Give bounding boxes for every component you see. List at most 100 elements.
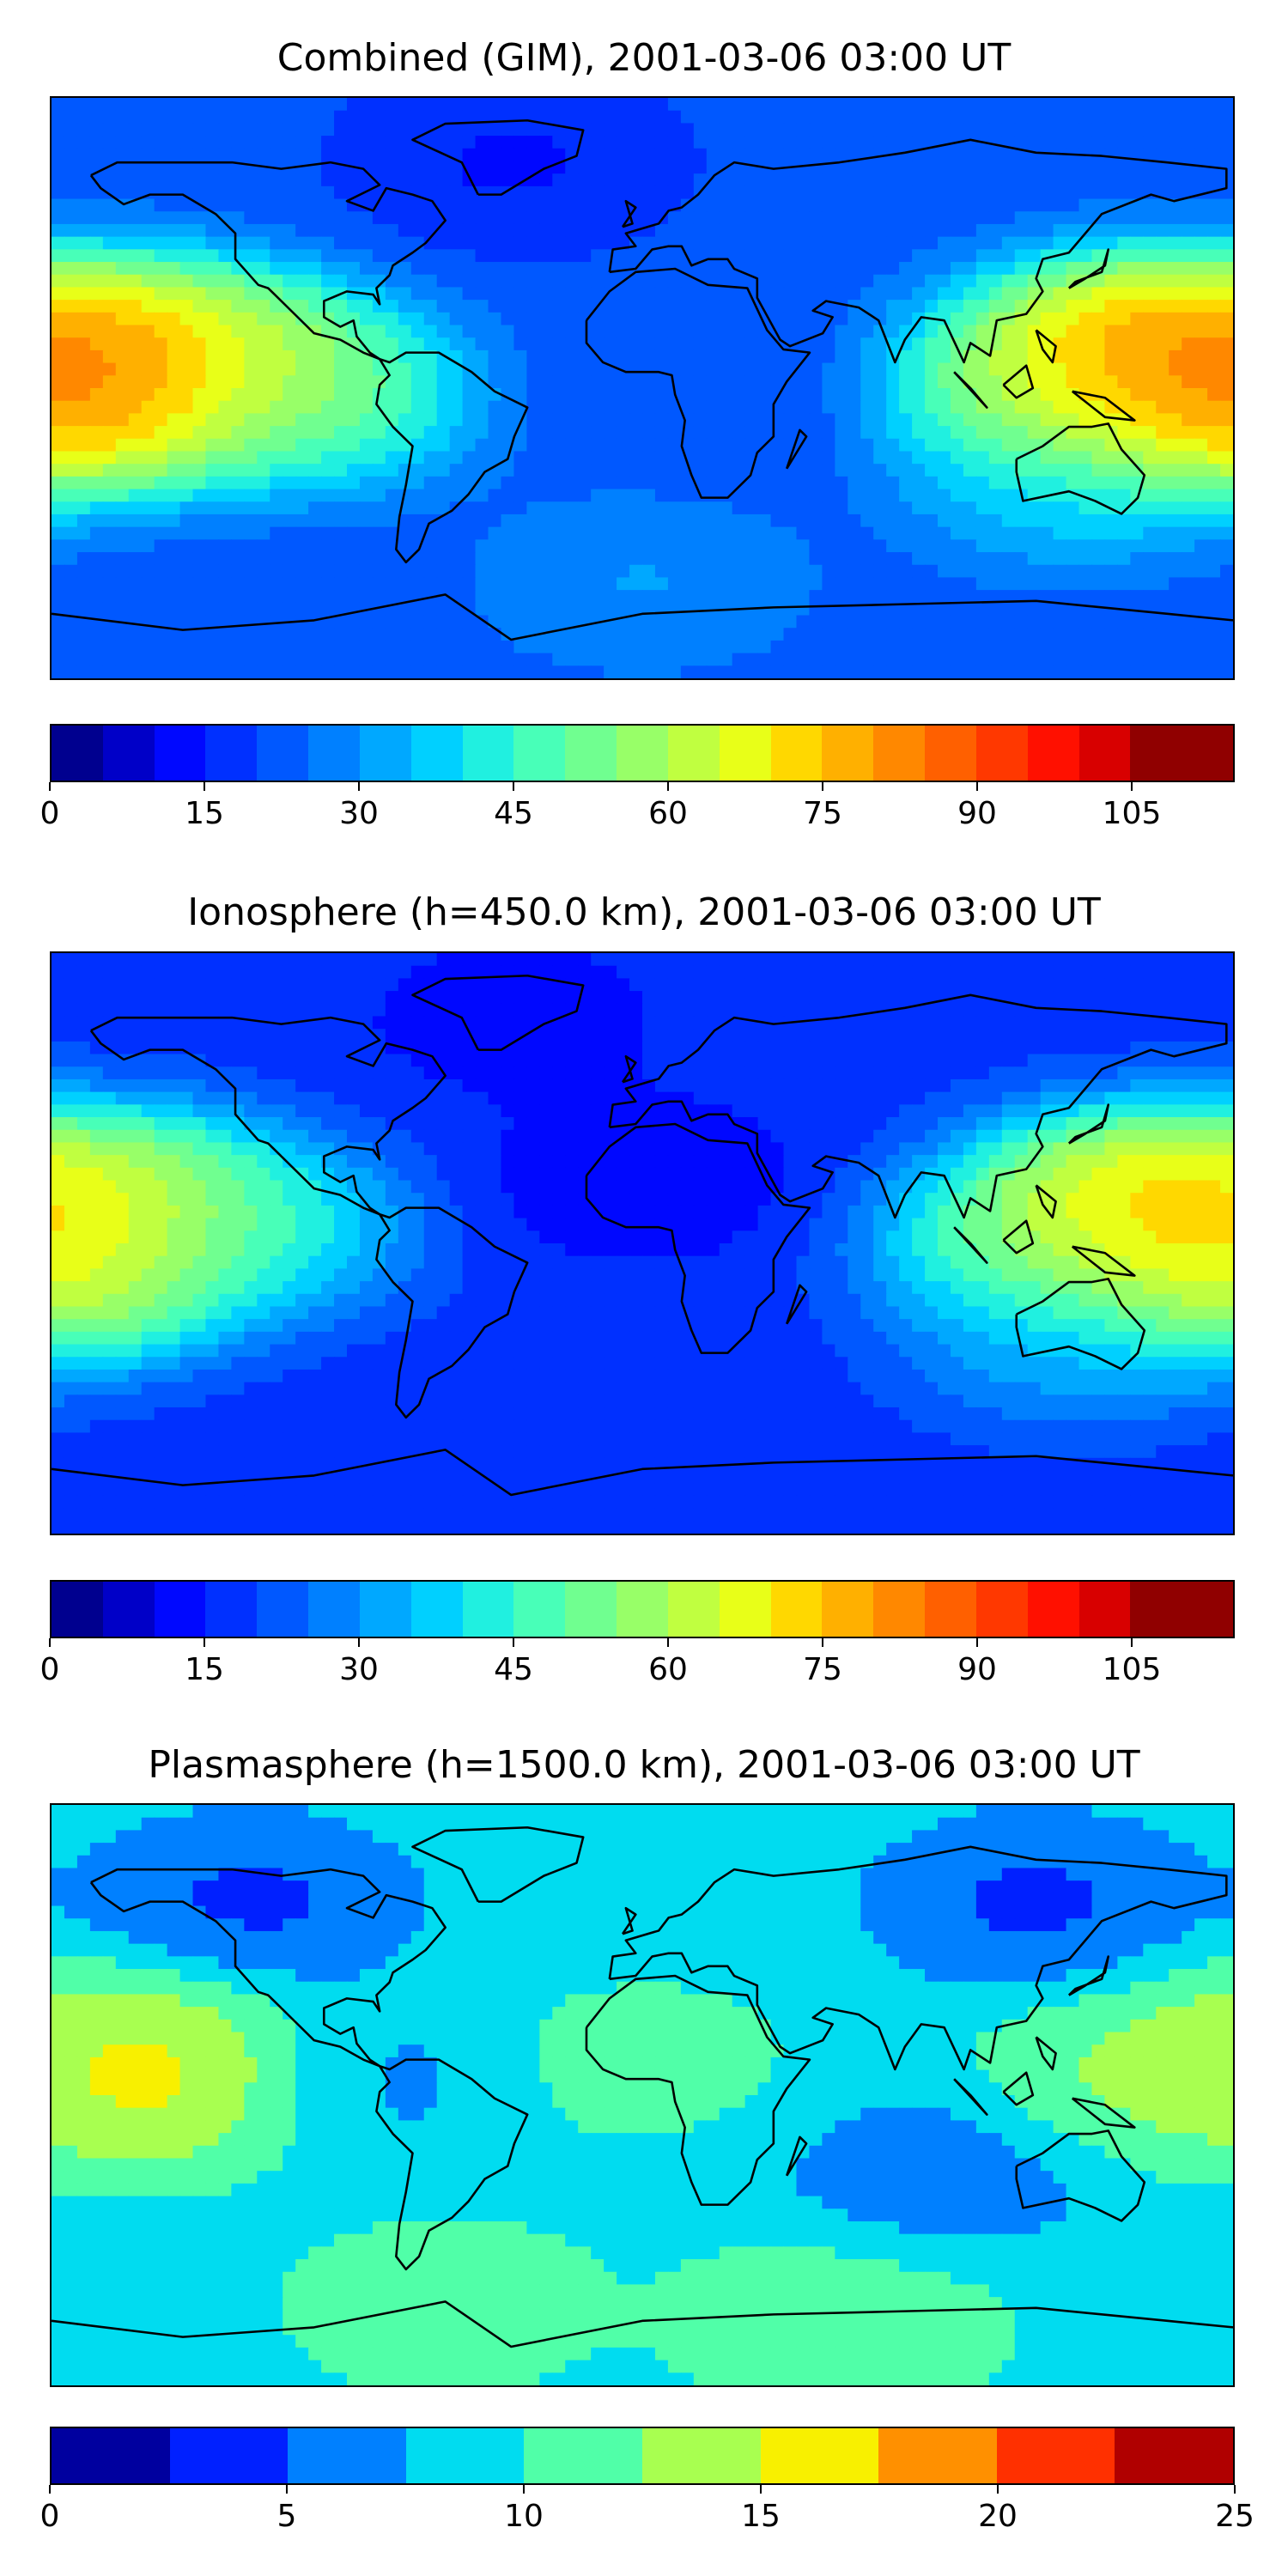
coastline [411, 118, 585, 196]
coastline [608, 138, 1228, 364]
colorbar-tick [1131, 1638, 1133, 1647]
colorbar-tick-label: 5 [276, 2499, 297, 2534]
colorbar [50, 1580, 1235, 1638]
coastline [375, 2058, 529, 2271]
colorbar-tick-label: 60 [648, 796, 688, 831]
coastline [953, 371, 988, 409]
colorbar-segment [719, 1582, 771, 1637]
colorbar-segment [565, 1582, 617, 1637]
colorbar-segment [524, 2428, 642, 2483]
map-plasmasphere [50, 1803, 1235, 2387]
colorbar-segment [205, 726, 258, 781]
field-raster [52, 953, 1233, 1534]
coastline [1015, 1278, 1146, 1370]
colorbar-tick-label: 20 [978, 2499, 1018, 2534]
colorbar-tick-label: 15 [185, 796, 224, 831]
colorbar-tick-label: 75 [803, 1652, 842, 1687]
coastline [89, 1016, 447, 1216]
colorbar-tick [1234, 2485, 1236, 2494]
coastline [621, 1906, 637, 1935]
colorbar-segment [154, 1582, 206, 1637]
colorbar-segment [667, 1582, 720, 1637]
coastline [953, 2078, 988, 2116]
colorbar-tick-label: 0 [39, 2499, 60, 2534]
coastline [585, 1974, 811, 2206]
colorbar-tick [358, 1638, 360, 1647]
colorbar-tick [667, 1638, 669, 1647]
colorbar-segment [617, 726, 668, 781]
coastline [52, 2300, 1233, 2348]
colorbar-ticks: 0 5 10 15 20 25 [40, 2485, 1255, 2537]
colorbar-segment [975, 726, 1028, 781]
colorbar-tick [513, 1638, 514, 1647]
colorbar-segment [1078, 726, 1131, 781]
colorbar-segment [822, 1582, 874, 1637]
colorbar-segment [359, 1582, 411, 1637]
colorbar-tick-label: 30 [339, 1652, 379, 1687]
panel-title: Combined (GIM), 2001-03-06 03:00 UT [276, 36, 1012, 80]
coastline [375, 351, 529, 564]
colorbar-tick-label: 0 [39, 796, 60, 831]
coastline [1067, 248, 1110, 289]
colorbar-segment [1182, 726, 1234, 781]
colorbar-segment [205, 1582, 258, 1637]
coastline [785, 2136, 808, 2177]
coastline [1067, 1955, 1110, 1996]
colorbar-tick [523, 2485, 525, 2494]
colorbar-tick [976, 782, 978, 791]
colorbar-ticks: 0 15 30 45 60 75 90 105 [40, 1638, 1235, 1690]
coastline [89, 161, 447, 361]
colorbar-tick-label: 75 [803, 796, 842, 831]
colorbar-tick [822, 1638, 823, 1647]
colorbar-segment [410, 726, 463, 781]
field-raster [52, 98, 1233, 678]
panel-title: Plasmasphere (h=1500.0 km), 2001-03-06 0… [148, 1743, 1140, 1787]
coastline [1071, 390, 1136, 422]
colorbar-segment [822, 726, 874, 781]
map-ionosphere [50, 951, 1235, 1535]
colorbar-segment [1027, 726, 1079, 781]
colorbar-segment [405, 2428, 525, 2483]
coastline [785, 1284, 808, 1325]
colorbar-segment [770, 1582, 823, 1637]
colorbar-segment [641, 2428, 761, 2483]
colorbar-tick-label: 45 [494, 1652, 533, 1687]
colorbar-tick [1131, 782, 1133, 791]
coastline [1035, 329, 1057, 364]
colorbar-segment [462, 1582, 514, 1637]
coastline [785, 428, 808, 470]
colorbar-segment [1115, 2428, 1233, 2483]
colorbar-tick-label: 105 [1102, 1652, 1162, 1687]
coastline [1015, 422, 1146, 515]
coastline [411, 974, 585, 1051]
colorbar-segment [169, 2428, 289, 2483]
colorbar-segment [154, 726, 206, 781]
coastline [585, 1122, 811, 1354]
coastline [1071, 1245, 1136, 1277]
colorbar-segment [975, 1582, 1028, 1637]
colorbar-tick-label: 105 [1102, 796, 1162, 831]
colorbar-tick-label: 15 [185, 1652, 224, 1687]
colorbar-segment [513, 726, 566, 781]
colorbar-tick [204, 1638, 205, 1647]
colorbar-segment [288, 2428, 406, 2483]
colorbar-segment [52, 2428, 170, 2483]
colorbar-tick-label: 15 [741, 2499, 781, 2534]
colorbar-tick-label: 30 [339, 796, 379, 831]
colorbar-segment [667, 726, 720, 781]
map-combined [50, 96, 1235, 680]
colorbar-tick [667, 782, 669, 791]
colorbar-segment [873, 1582, 926, 1637]
colorbar-segment [1130, 1582, 1182, 1637]
coastline [1067, 1103, 1110, 1145]
coastline [608, 993, 1228, 1219]
colorbar-tick-label: 25 [1215, 2499, 1255, 2534]
colorbar-tick-label: 0 [39, 1652, 60, 1687]
colorbar-tick-label: 10 [504, 2499, 544, 2534]
colorbar-segment [719, 726, 771, 781]
coastline [1002, 1219, 1035, 1255]
colorbar-segment [770, 726, 823, 781]
colorbar-segment [102, 1582, 155, 1637]
coastline [411, 1826, 585, 1903]
colorbar-tick-label: 60 [648, 1652, 688, 1687]
